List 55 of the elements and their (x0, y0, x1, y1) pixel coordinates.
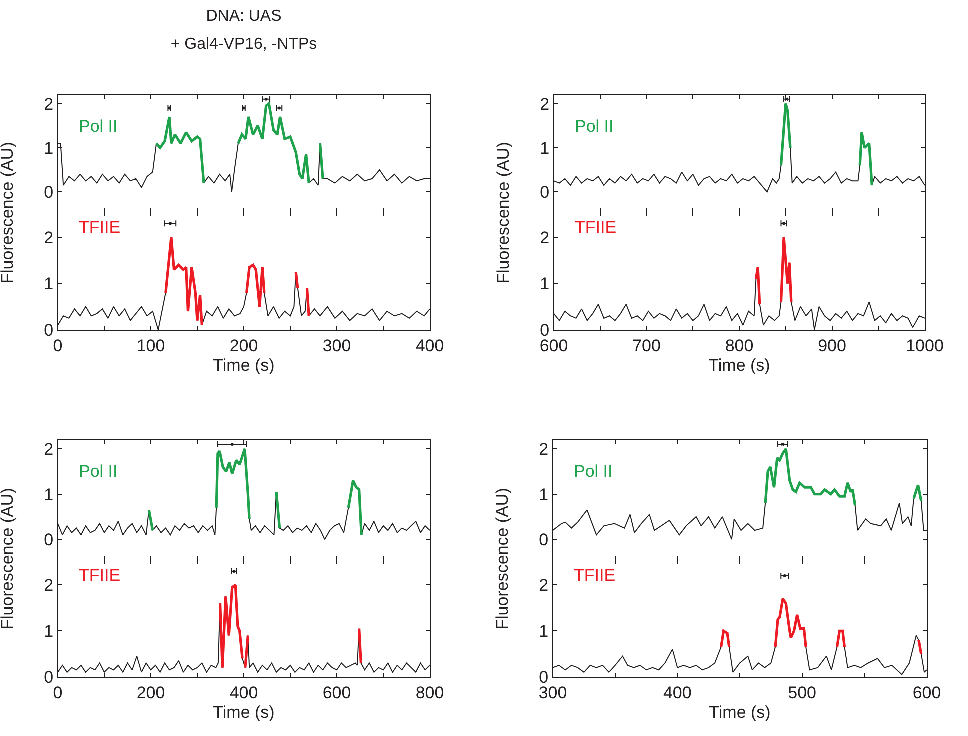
x-tick-label: 500 (788, 683, 817, 702)
y-tick-label: 2 (44, 576, 54, 596)
y-tick-label: 0 (44, 530, 54, 550)
text: Pol II (79, 462, 118, 481)
x-tick-label: 1000 (906, 336, 944, 356)
x-tick-label: 200 (230, 336, 258, 356)
y-tick-label: 0 (44, 668, 54, 687)
text: Pol II (575, 117, 614, 136)
y-tick-label: 1 (539, 622, 549, 642)
y-tick-label: 2 (540, 94, 550, 114)
x-tick-label: 300 (322, 336, 352, 356)
x-axis-title: Time (s) (709, 702, 771, 722)
y-axis-title: Fluorescence (AU) (0, 486, 18, 632)
x-tick-label: 400 (663, 683, 692, 702)
y-tick-label: 1 (44, 622, 54, 642)
y-tick-label: 2 (540, 228, 550, 248)
x-axis-title: Time (s) (213, 702, 275, 722)
text: TFIIE (79, 218, 121, 237)
text: TFIIE (574, 566, 616, 585)
y-tick-label: 2 (539, 576, 549, 596)
y-tick-label: 1 (540, 138, 550, 158)
y-tick-label: 2 (44, 440, 54, 460)
y-tick-label: 1 (44, 485, 54, 504)
y-tick-label: 2 (44, 94, 54, 114)
x-tick-label: 100 (136, 336, 166, 356)
x-tick-label: 200 (136, 683, 166, 702)
y-tick-label: 0 (539, 530, 549, 550)
x-tick-label: 400 (230, 683, 258, 702)
x-tick-label: 800 (725, 336, 754, 356)
x-axis-title: Time (s) (213, 356, 275, 375)
y-tick-label: 1 (44, 138, 54, 158)
x-tick-label: 600 (322, 683, 352, 702)
x-tick-label: 600 (912, 683, 942, 702)
y-axis-title: Fluorescence (AU) (492, 486, 513, 632)
y-tick-label: 0 (44, 183, 54, 202)
chart-subtitle: + Gal4-VP16, -NTPs (170, 36, 318, 54)
x-axis-title: Time (s) (708, 356, 770, 375)
y-tick-label: 2 (44, 228, 54, 248)
y-tick-label: 0 (44, 320, 54, 340)
y-axis-title: Fluorescence (AU) (0, 140, 18, 286)
x-tick-label: 800 (416, 683, 444, 702)
text: TFIIE (79, 566, 121, 585)
y-axis-title: Fluorescence (AU) (493, 140, 514, 286)
text: TFIIE (575, 218, 617, 237)
y-tick-label: 1 (539, 485, 549, 504)
y-tick-label: 0 (540, 183, 550, 202)
chart-title: DNA: UAS (205, 8, 283, 26)
text: Pol II (574, 462, 613, 481)
y-tick-label: 1 (44, 274, 54, 294)
y-tick-label: 2 (539, 440, 549, 460)
y-tick-label: 1 (540, 274, 550, 294)
text: Pol II (79, 117, 118, 136)
x-tick-label: 900 (818, 336, 846, 356)
x-tick-label: 700 (632, 336, 661, 356)
x-tick-label: 400 (416, 336, 444, 356)
